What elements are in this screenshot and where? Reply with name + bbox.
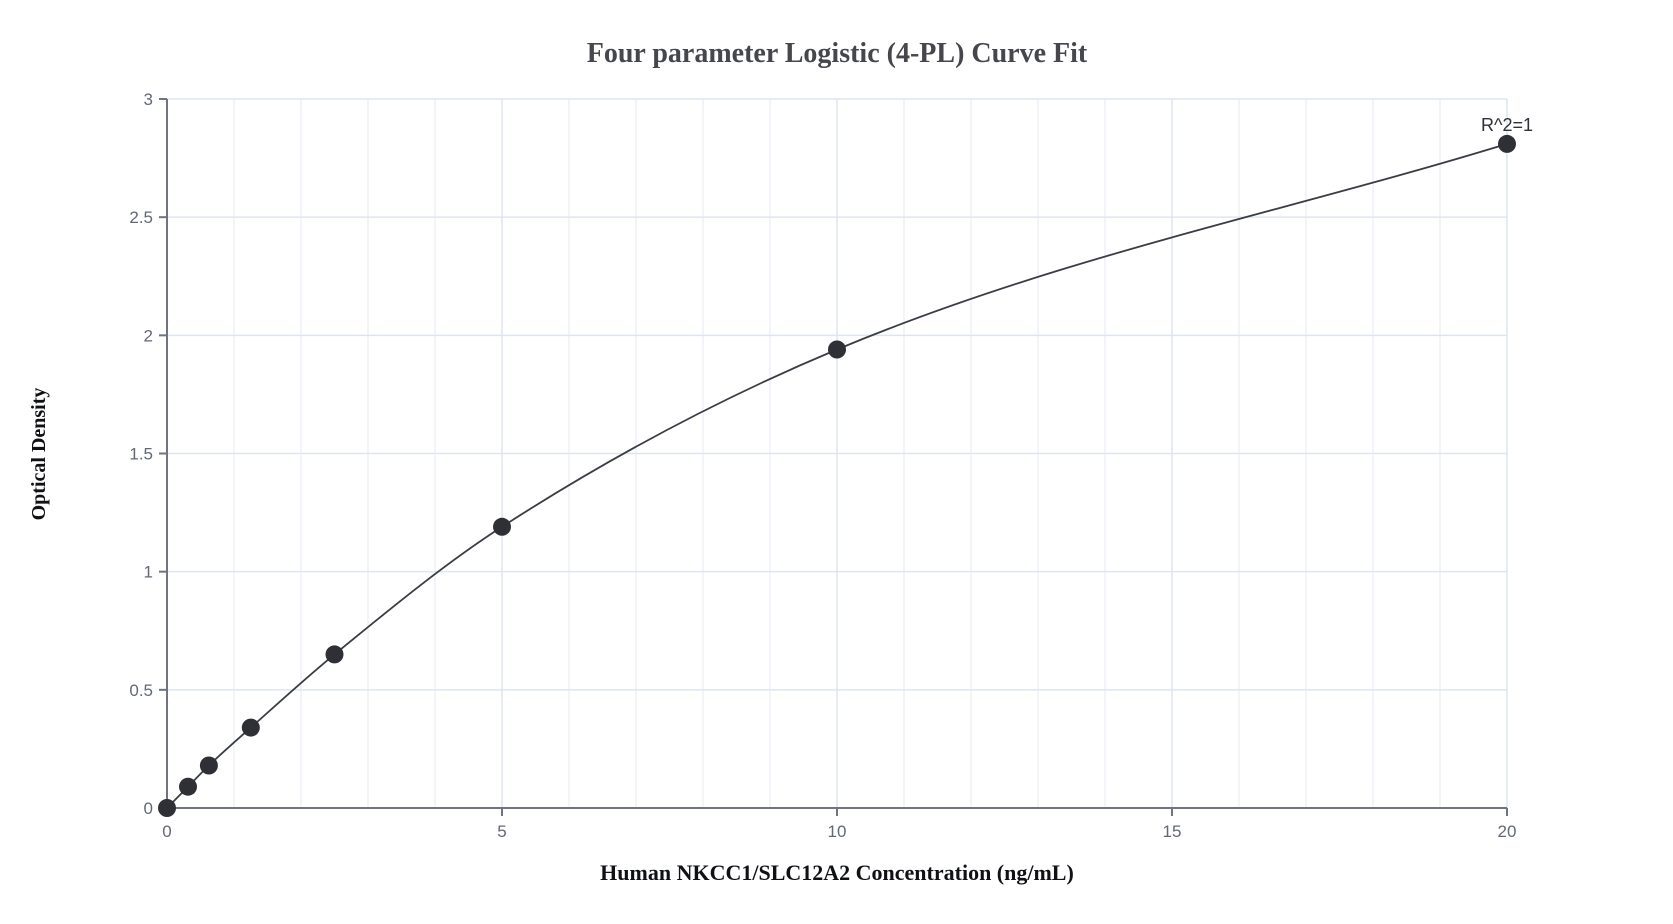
y-tick-label: 2: [144, 326, 153, 345]
data-points-layer: [158, 134, 1516, 817]
tick-marks: [159, 98, 1508, 816]
data-point: [1498, 134, 1516, 153]
data-point: [179, 777, 197, 796]
y-tick-label: 1.5: [129, 445, 153, 464]
x-tick-label: 0: [162, 822, 171, 841]
x-tick-label: 20: [1498, 822, 1517, 841]
y-tick-label: 3: [144, 90, 153, 109]
y-axis-label: Optical Density: [28, 388, 50, 521]
data-point: [241, 718, 260, 737]
y-tick-label: 0.5: [129, 681, 153, 700]
x-tick-label: 5: [497, 822, 506, 841]
data-point: [493, 517, 511, 536]
tick-labels: 0 5 10 15 20 0 0.5 1 1.5 2 2.5 3: [129, 90, 1516, 841]
chart-title: Four parameter Logistic (4-PL) Curve Fit: [587, 38, 1088, 69]
y-tick-label: 2.5: [129, 208, 153, 227]
data-point: [828, 340, 846, 359]
data-point: [158, 799, 176, 817]
y-tick-label: 1: [144, 563, 153, 582]
x-tick-label: 15: [1163, 822, 1182, 841]
r-squared-annotation: R^2=1: [1481, 115, 1533, 135]
x-tick-label: 10: [828, 822, 847, 841]
data-point: [199, 756, 218, 775]
y-tick-label: 0: [144, 799, 153, 818]
major-gridlines: [167, 98, 1508, 808]
data-point: [325, 645, 344, 664]
x-axis-label: Human NKCC1/SLC12A2 Concentration (ng/mL…: [600, 860, 1074, 885]
